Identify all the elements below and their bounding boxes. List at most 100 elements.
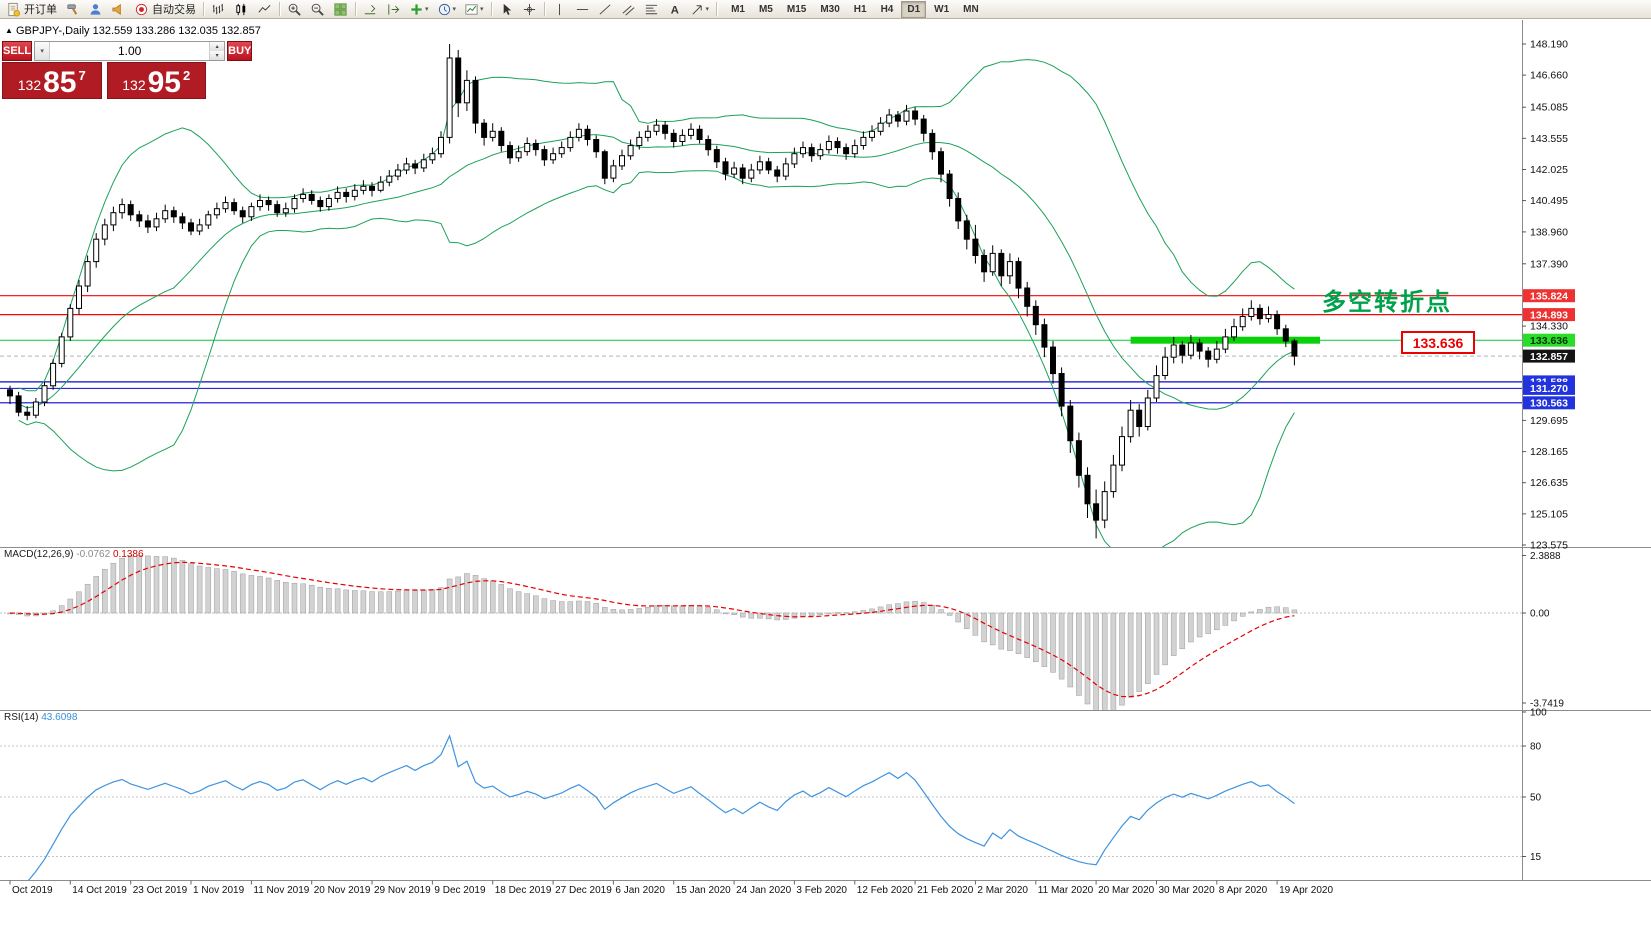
horizontal-line-tool-button[interactable]	[571, 1, 594, 18]
svg-text:21 Feb 2020: 21 Feb 2020	[917, 885, 974, 896]
svg-text:27 Dec 2019: 27 Dec 2019	[555, 885, 612, 896]
channel-tool-button[interactable]	[617, 1, 640, 18]
svg-text:19 Apr 2020: 19 Apr 2020	[1279, 885, 1333, 896]
timeframe-h4-button[interactable]: H4	[875, 1, 900, 18]
sell-button[interactable]: SELL	[2, 41, 33, 61]
svg-text:125.105: 125.105	[1530, 508, 1568, 520]
timeframe-group: M1 M5 M15 M30 H1 H4 D1 W1 MN	[724, 0, 986, 18]
tile-windows-button[interactable]	[329, 1, 352, 18]
svg-text:6 Jan 2020: 6 Jan 2020	[615, 885, 665, 896]
templates-button[interactable]: ▾	[460, 1, 488, 18]
volume-increase-button[interactable]: ▴	[210, 42, 225, 51]
news-button[interactable]	[107, 1, 130, 18]
svg-text:128.165: 128.165	[1530, 446, 1568, 458]
svg-text:11 Mar 2020: 11 Mar 2020	[1038, 885, 1094, 896]
crosshair-tool-button[interactable]	[518, 1, 541, 18]
price-tag: 135.824	[1523, 289, 1575, 303]
timeframe-m5-button[interactable]: M5	[753, 1, 779, 18]
chart-shift-icon	[364, 4, 376, 14]
vertical-line-tool-button[interactable]	[548, 1, 571, 18]
timeframe-mn-button[interactable]: MN	[957, 1, 985, 18]
buy-price-pip: 2	[183, 68, 191, 83]
zoom-in-button[interactable]	[283, 1, 306, 18]
new-order-button[interactable]: 开订单	[2, 1, 61, 18]
svg-text:137.390: 137.390	[1530, 258, 1568, 270]
timeframe-m1-button[interactable]: M1	[725, 1, 751, 18]
volume-input[interactable]	[50, 42, 210, 60]
svg-text:14 Oct 2019: 14 Oct 2019	[72, 885, 127, 896]
buy-button[interactable]: BUY	[227, 41, 253, 61]
svg-text:9 Dec 2019: 9 Dec 2019	[434, 885, 486, 896]
rsi-value: 43.6098	[41, 712, 78, 723]
auto-trading-button[interactable]: 自动交易	[130, 1, 200, 18]
collapse-arrow-icon[interactable]: ▲	[5, 26, 13, 35]
price-axis: 148.190 146.660 145.085 143.555 142.025 140.4…	[1522, 39, 1575, 552]
chart-canvas[interactable]: 148.190 146.660 145.085 143.555 142.025 140.4…	[0, 20, 1651, 944]
volume-decrease-button[interactable]: ▾	[210, 51, 225, 60]
price-tag: 133.636	[1523, 333, 1575, 347]
bar-chart-button[interactable]	[207, 1, 230, 18]
rsi-line	[28, 733, 1295, 880]
timeframe-w1-button[interactable]: W1	[928, 1, 955, 18]
macd-signal-line	[9, 561, 1295, 698]
chart-shift-button[interactable]	[359, 1, 382, 18]
text-tool-icon: A	[670, 4, 678, 16]
macd-signal-value: 0.1386	[112, 549, 144, 560]
hammer-icon	[67, 3, 78, 15]
svg-text:131.270: 131.270	[1530, 383, 1568, 395]
profile-button[interactable]	[84, 1, 107, 18]
profile-icon	[90, 3, 101, 15]
volume-spinner: ▴ ▾	[209, 42, 225, 60]
svg-text:130.563: 130.563	[1530, 398, 1568, 410]
zoom-in-icon	[288, 3, 301, 16]
toolbar-separator	[203, 2, 204, 16]
cursor-icon	[503, 3, 511, 15]
zoom-out-button[interactable]	[306, 1, 329, 18]
timeframe-m15-button[interactable]: M15	[781, 1, 812, 18]
macd-pane	[0, 554, 1522, 710]
auto-trading-label: 自动交易	[152, 4, 196, 16]
svg-text:126.635: 126.635	[1530, 477, 1568, 489]
auto-trading-icon	[135, 3, 148, 15]
toolbar-separator	[716, 2, 718, 16]
macd-indicator-label: MACD(12,26,9) -0.0762 0.1386	[4, 549, 144, 560]
periods-button[interactable]: ▾	[433, 1, 461, 18]
auto-scroll-button[interactable]	[382, 1, 405, 18]
buy-price-button[interactable]: 132 95 2	[106, 62, 206, 99]
candlestick-chart-button[interactable]	[230, 1, 253, 18]
fibonacci-tool-button[interactable]	[640, 1, 663, 18]
svg-text:132.857: 132.857	[1530, 351, 1568, 363]
buy-price-main: 95	[147, 66, 181, 99]
line-chart-button[interactable]	[253, 1, 276, 18]
tile-windows-icon	[334, 2, 347, 16]
sell-price-button[interactable]: 132 85 7	[2, 62, 102, 99]
top-toolbar: 开订单 自动交易 ▾ ▾ ▾	[0, 0, 1651, 19]
price-tag: 132.857	[1523, 349, 1575, 363]
auto-scroll-icon	[388, 3, 400, 15]
macd-name: MACD(12,26,9)	[4, 549, 74, 560]
rsi-axis-label: 80	[1530, 742, 1542, 753]
one-click-trading-panel: SELL ▾ ▴ ▾ BUY 132 85 7 132 95 2	[2, 41, 253, 99]
trendline-tool-button[interactable]	[594, 1, 617, 18]
trendline-icon	[599, 3, 611, 15]
text-tool-button[interactable]: A	[663, 1, 686, 18]
svg-text:20 Nov 2019: 20 Nov 2019	[314, 885, 371, 896]
svg-text:123.575: 123.575	[1530, 540, 1568, 552]
svg-text:129.695: 129.695	[1530, 415, 1568, 427]
timeframe-m30-button[interactable]: M30	[814, 1, 845, 18]
dropdown-caret-icon: ▾	[705, 6, 710, 13]
cursor-tool-button[interactable]	[495, 1, 518, 18]
arrows-tool-button[interactable]: ▾	[686, 1, 714, 18]
svg-text:146.660: 146.660	[1530, 70, 1568, 82]
volume-dropdown-button[interactable]: ▾	[35, 42, 51, 60]
tools-button[interactable]	[61, 1, 84, 18]
megaphone-icon	[112, 3, 121, 15]
svg-text:15 Jan 2020: 15 Jan 2020	[676, 885, 731, 896]
timeframe-d1-button[interactable]: D1	[901, 0, 927, 18]
add-indicator-button[interactable]: ▾	[405, 1, 433, 18]
timeframe-h1-button[interactable]: H1	[848, 1, 873, 18]
price-tag: 134.893	[1523, 308, 1575, 321]
bollinger-lower-band	[18, 170, 1295, 547]
arrow-tool-icon	[692, 4, 702, 15]
line-chart-icon	[258, 4, 271, 13]
